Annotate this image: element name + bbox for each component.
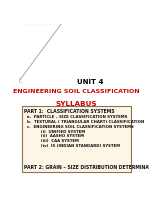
- Text: (iii)  CAA SYSTEM: (iii) CAA SYSTEM: [27, 139, 79, 143]
- Polygon shape: [19, 24, 61, 82]
- Text: SYLLABUS: SYLLABUS: [56, 101, 97, 107]
- Text: (ii)  AASHO SYSTEM: (ii) AASHO SYSTEM: [27, 134, 84, 138]
- Text: UNIT 4: UNIT 4: [77, 79, 103, 86]
- Text: a.  PARTICLE – SIZE CLASSIFICATION SYSTEMS: a. PARTICLE – SIZE CLASSIFICATION SYSTEM…: [27, 115, 127, 119]
- Text: PART 1:  CLASSIFICATION SYSTEMS: PART 1: CLASSIFICATION SYSTEMS: [24, 109, 115, 114]
- Text: ENGINEERING SOIL CLASSIFICATION: ENGINEERING SOIL CLASSIFICATION: [13, 89, 140, 94]
- Text: c.  ENGINEERING SOIL CLASSIFICATION SYSTEMS: c. ENGINEERING SOIL CLASSIFICATION SYSTE…: [27, 125, 134, 129]
- Text: PART 2: GRAIN – SIZE DISTRIBUTION DETERMINATION: PART 2: GRAIN – SIZE DISTRIBUTION DETERM…: [24, 165, 149, 170]
- Text: (iv)  IS (INDIAN STANDARD) SYSTEM: (iv) IS (INDIAN STANDARD) SYSTEM: [27, 144, 120, 148]
- Text: (i)  UNIFIED SYSTEM: (i) UNIFIED SYSTEM: [27, 129, 85, 133]
- FancyBboxPatch shape: [21, 106, 131, 172]
- Text: b.  TEXTURAL ( TRIANGULAR CHART) CLASSIFICATION: b. TEXTURAL ( TRIANGULAR CHART) CLASSIFI…: [27, 120, 144, 124]
